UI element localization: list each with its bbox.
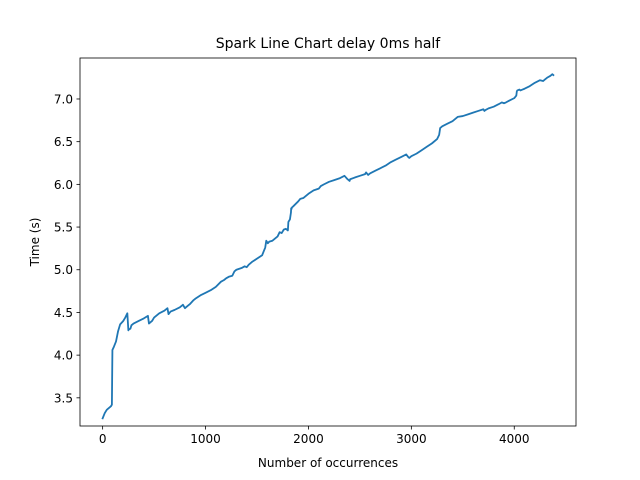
y-axis-ticks: 3.5 4.0 4.5 5.0 5.5 6.0 6.5 7.0	[54, 92, 80, 405]
x-tick-label: 0	[99, 432, 107, 446]
y-tick-label: 6.0	[54, 178, 73, 192]
plot-frame	[79, 57, 577, 427]
x-tick-label: 4000	[499, 432, 530, 446]
y-axis-label: Time (s)	[28, 218, 42, 268]
y-tick-label: 4.0	[54, 349, 73, 363]
x-tick-label: 2000	[293, 432, 324, 446]
y-tick-label: 5.0	[54, 263, 73, 277]
x-axis-ticks: 0 1000 2000 3000 4000	[99, 426, 530, 446]
plot-series	[101, 73, 555, 420]
y-tick-label: 7.0	[54, 92, 73, 106]
y-tick-label: 4.5	[54, 306, 73, 320]
y-tick-label: 6.5	[54, 135, 73, 149]
x-tick-label: 1000	[190, 432, 221, 446]
x-axis-label: Number of occurrences	[258, 456, 398, 470]
y-tick-label: 5.5	[54, 221, 73, 235]
x-tick-label: 3000	[396, 432, 427, 446]
series-line	[101, 73, 555, 420]
chart-title: Spark Line Chart delay 0ms half	[216, 36, 442, 52]
y-tick-label: 3.5	[54, 391, 73, 405]
